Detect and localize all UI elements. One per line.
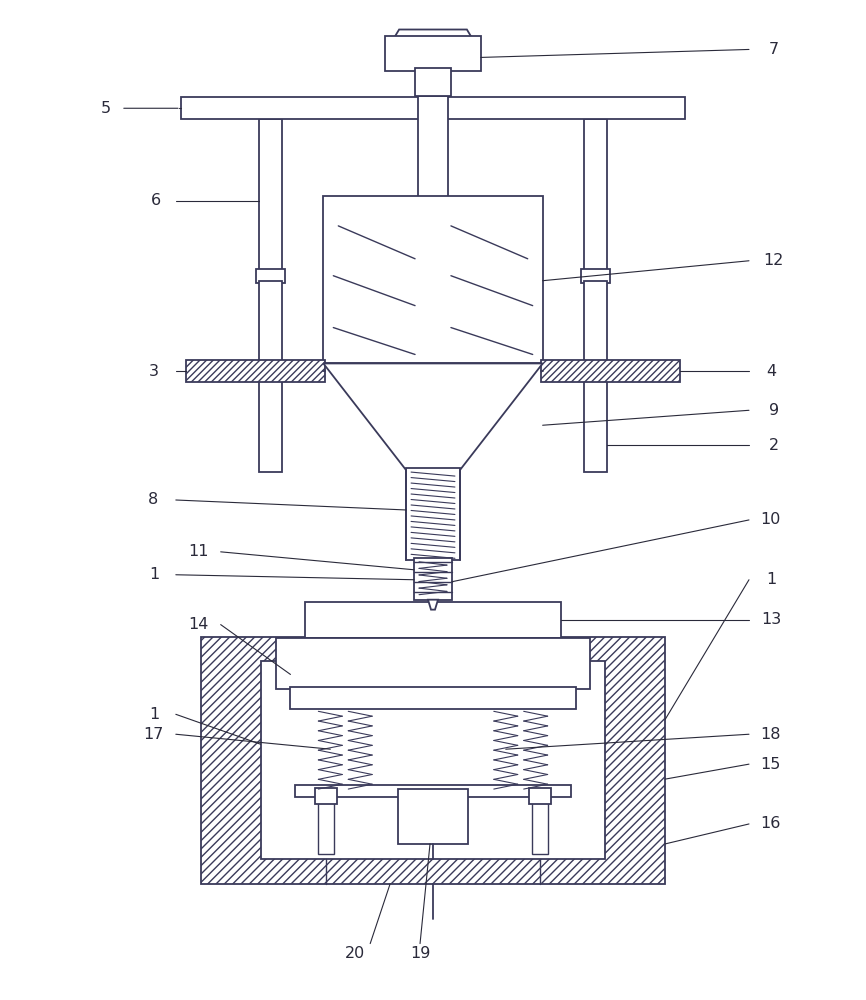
Bar [259, 281, 282, 472]
Text: 1: 1 [149, 567, 159, 582]
Polygon shape [393, 30, 473, 39]
Bar [315, 788, 338, 804]
Bar [201, 637, 665, 884]
Polygon shape [428, 600, 438, 610]
Text: 12: 12 [764, 253, 784, 268]
Text: 2: 2 [769, 438, 779, 453]
Bar [261, 661, 605, 859]
Bar [255, 269, 286, 283]
Text: 11: 11 [189, 544, 209, 559]
Text: 16: 16 [760, 816, 781, 831]
Text: 1: 1 [149, 707, 159, 722]
Text: 5: 5 [101, 101, 111, 116]
Text: 14: 14 [189, 617, 209, 632]
Text: 3: 3 [149, 364, 158, 379]
Bar [406, 468, 460, 560]
Text: 4: 4 [766, 364, 776, 379]
Bar [418, 96, 448, 201]
Text: 17: 17 [144, 727, 164, 742]
Text: 10: 10 [760, 512, 781, 527]
Polygon shape [323, 363, 543, 470]
Bar [540, 360, 680, 382]
Text: 15: 15 [760, 757, 781, 772]
Bar [306, 602, 560, 638]
Bar [584, 119, 607, 271]
Bar [398, 789, 468, 844]
Bar [181, 97, 685, 119]
Text: 13: 13 [761, 612, 781, 627]
Bar [275, 638, 591, 689]
Text: 18: 18 [760, 727, 781, 742]
Text: 8: 8 [148, 492, 158, 507]
Bar [414, 558, 452, 600]
Bar [584, 281, 607, 472]
Bar [532, 796, 547, 854]
Text: 20: 20 [346, 946, 365, 961]
Bar [319, 796, 334, 854]
Bar [290, 687, 576, 709]
Bar [385, 36, 481, 71]
Text: 19: 19 [410, 946, 430, 961]
Text: 9: 9 [769, 403, 779, 418]
Bar [295, 785, 571, 797]
Bar [580, 269, 611, 283]
Text: 1: 1 [766, 572, 776, 587]
Bar [528, 788, 551, 804]
Bar [186, 360, 326, 382]
Bar [261, 661, 605, 859]
Bar [415, 68, 451, 96]
Text: 7: 7 [769, 42, 779, 57]
Bar [259, 119, 282, 271]
Text: 6: 6 [151, 193, 161, 208]
Bar [323, 196, 543, 363]
